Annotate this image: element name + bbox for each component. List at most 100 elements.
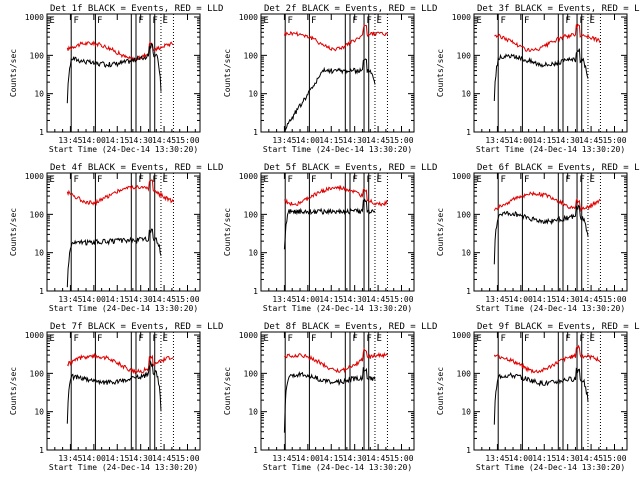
x-tick-label: 13:45 [58,295,82,304]
y-tick-label: 10 [34,408,44,417]
panel-9: Det 9f BLACK = Events, RED = LLD 1 10 100 10… [436,322,640,472]
x-tick-label: 14:15 [319,295,343,304]
x-tick-label: 14:45 [152,454,176,463]
y-axis-label: Counts/sec [436,49,445,97]
y-tick-label: 1 [39,128,44,137]
lld-series-line [66,179,174,206]
panel-2: Det 2f BLACK = Events, RED = LLD 1 10 100 10… [223,4,437,154]
region-label: F [579,334,584,344]
region-label: F [565,175,570,185]
x-tick-label: 14:00 [296,136,320,145]
panel-1: Det 1f BLACK = Events, RED = LLD 1 10 100 10… [9,4,223,154]
plot-frame [260,13,415,133]
region-label: F [311,334,316,344]
x-tick-label: 14:15 [532,454,556,463]
x-axis-label: Start Time (24-Dec-14 13:30:20) [263,463,412,472]
x-tick-label: 14:30 [343,295,367,304]
y-tick-label: 1000 [239,172,258,181]
region-label: F [352,175,357,185]
x-tick-label: 15:00 [389,295,413,304]
y-tick-label: 100 [30,210,45,219]
y-tick-label: 100 [30,369,45,378]
y-tick-label: 10 [461,408,471,417]
region-label: E [263,334,268,344]
x-tick-label: 15:00 [175,136,199,145]
x-tick-label: 14:30 [129,454,153,463]
y-tick-label: 1000 [25,13,44,22]
y-tick-label: 100 [244,51,259,60]
lld-series-line [66,352,174,375]
region-label: E [476,16,481,26]
y-tick-label: 1 [253,128,258,137]
region-label: E [377,16,382,26]
x-tick-label: 14:15 [105,454,129,463]
events-series-line [493,204,589,265]
region-label: E [590,334,595,344]
x-tick-label: 15:00 [175,295,199,304]
plot-frame [473,13,628,133]
y-tick-label: 10 [34,249,44,258]
region-label: F [74,16,79,26]
events-series-line [66,360,162,424]
y-tick-label: 1000 [25,172,44,181]
region-label: F [138,16,143,26]
region-label: F [152,16,157,26]
plot-frame [473,331,628,451]
region-label: F [565,334,570,344]
region-label: E [49,334,54,344]
panel-title: Det 6f BLACK = Events, RED = LLD [477,163,640,173]
panel-5: Det 5f BLACK = Events, RED = LLD 1 10 100 10… [223,163,437,313]
region-label: F [74,175,79,185]
events-series-line [493,48,589,102]
y-tick-label: 10 [461,249,471,258]
region-label: F [366,16,371,26]
region-label: F [152,175,157,185]
x-axis-label: Start Time (24-Dec-14 13:30:20) [476,304,625,313]
panel-3: Det 3f BLACK = Events, RED = LLD 1 10 100 10… [436,4,640,154]
y-tick-label: 1 [466,128,471,137]
x-tick-label: 15:00 [175,454,199,463]
panel-title: Det 3f BLACK = Events, RED = LLD [477,4,640,14]
panel-title: Det 9f BLACK = Events, RED = LLD [477,322,640,332]
region-label: F [352,16,357,26]
region-label: F [74,334,79,344]
x-tick-label: 14:45 [579,454,603,463]
y-tick-label: 10 [248,249,258,258]
y-tick-label: 10 [248,90,258,99]
region-label: F [501,334,506,344]
lld-series-line [283,24,388,52]
x-tick-label: 14:30 [556,454,580,463]
x-axis-label: Start Time (24-Dec-14 13:30:20) [49,145,198,154]
x-tick-label: 14:15 [319,454,343,463]
region-label: F [311,16,316,26]
y-tick-label: 100 [244,369,259,378]
lld-series-line [284,184,388,207]
y-axis-label: Counts/sec [9,367,18,415]
x-axis-label: Start Time (24-Dec-14 13:30:20) [49,304,198,313]
y-axis-label: Counts/sec [223,367,232,415]
panel-title: Det 2f BLACK = Events, RED = LLD [264,4,437,14]
y-tick-label: 1 [253,446,258,455]
region-label: E [163,334,168,344]
x-tick-label: 14:45 [152,136,176,145]
y-tick-label: 1000 [239,13,258,22]
y-tick-label: 100 [457,210,472,219]
y-tick-label: 1000 [25,331,44,340]
region-label: F [97,175,102,185]
lld-series-line [66,40,174,63]
x-tick-label: 14:15 [319,136,343,145]
y-tick-label: 100 [457,51,472,60]
panel-title: Det 4f BLACK = Events, RED = LLD [50,163,223,173]
y-tick-label: 1000 [452,331,471,340]
x-tick-label: 14:30 [129,295,153,304]
region-label: F [524,16,529,26]
events-series-line [66,42,162,104]
x-tick-label: 14:45 [579,136,603,145]
region-label: F [288,175,293,185]
region-label: E [49,175,54,185]
region-label: E [163,175,168,185]
plot-frame [260,172,415,292]
x-tick-label: 14:00 [82,136,106,145]
plot-frame [46,13,201,133]
